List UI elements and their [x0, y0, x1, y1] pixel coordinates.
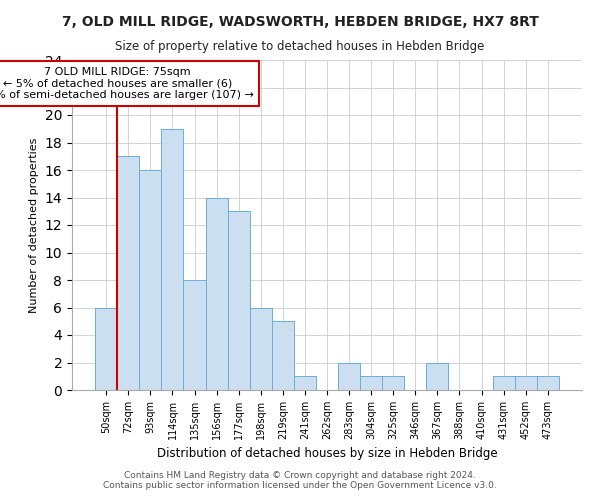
Bar [515, 376, 537, 390]
Bar [382, 376, 404, 390]
Bar [537, 376, 559, 390]
Text: Size of property relative to detached houses in Hebden Bridge: Size of property relative to detached ho… [115, 40, 485, 53]
Bar [206, 198, 227, 390]
Bar [427, 362, 448, 390]
Bar [493, 376, 515, 390]
Bar [360, 376, 382, 390]
Bar [294, 376, 316, 390]
Bar [184, 280, 206, 390]
Text: 7 OLD MILL RIDGE: 75sqm
← 5% of detached houses are smaller (6)
95% of semi-deta: 7 OLD MILL RIDGE: 75sqm ← 5% of detached… [0, 67, 254, 100]
Bar [272, 322, 294, 390]
Bar [139, 170, 161, 390]
Text: Contains HM Land Registry data © Crown copyright and database right 2024.
Contai: Contains HM Land Registry data © Crown c… [103, 470, 497, 490]
Bar [95, 308, 117, 390]
Bar [227, 211, 250, 390]
Y-axis label: Number of detached properties: Number of detached properties [29, 138, 39, 312]
Bar [338, 362, 360, 390]
X-axis label: Distribution of detached houses by size in Hebden Bridge: Distribution of detached houses by size … [157, 448, 497, 460]
Bar [117, 156, 139, 390]
Text: 7, OLD MILL RIDGE, WADSWORTH, HEBDEN BRIDGE, HX7 8RT: 7, OLD MILL RIDGE, WADSWORTH, HEBDEN BRI… [62, 15, 538, 29]
Bar [250, 308, 272, 390]
Bar [161, 128, 184, 390]
